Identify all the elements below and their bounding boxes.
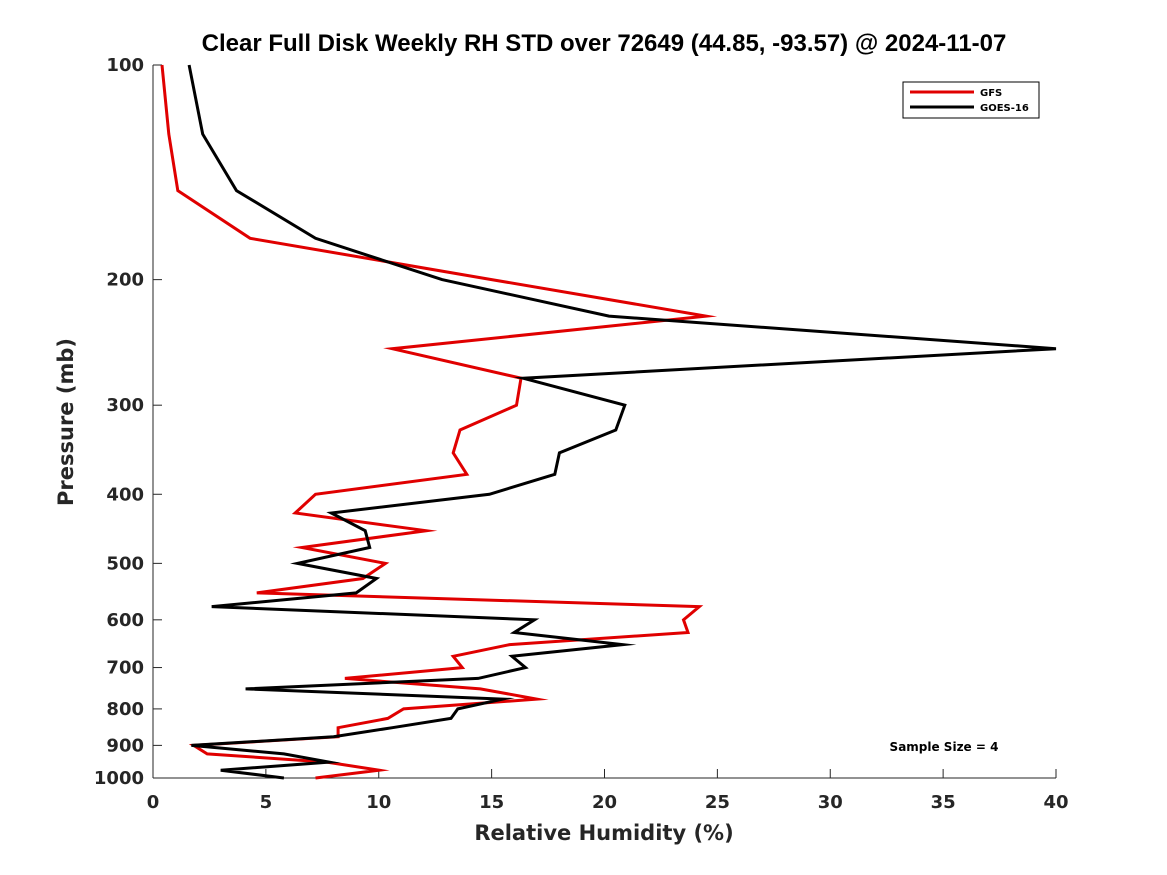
y-tick-label: 800 (106, 699, 144, 720)
legend-label-gfs: GFS (980, 88, 1002, 99)
chart-title: Clear Full Disk Weekly RH STD over 72649… (202, 30, 1007, 57)
y-tick-label: 500 (106, 553, 144, 574)
x-axis-label: Relative Humidity (%) (474, 821, 733, 845)
y-axis-label: Pressure (mb) (54, 338, 78, 506)
x-tick-label: 15 (479, 792, 504, 813)
sample-size-annotation: Sample Size = 4 (890, 740, 999, 754)
x-tick-label: 40 (1043, 792, 1068, 813)
y-tick-label: 600 (106, 610, 144, 631)
x-tick-label: 35 (931, 792, 956, 813)
plot-area: 0 5 10 15 20 25 30 35 40 100 200 300 400 500 600 700 800… (94, 55, 1069, 813)
x-tick-label: 25 (705, 792, 730, 813)
legend: GFS GOES-16 (902, 81, 1040, 119)
x-tick-label: 5 (260, 792, 273, 813)
legend-box (902, 81, 1040, 119)
x-tick-label: 30 (818, 792, 843, 813)
y-tick-label: 100 (106, 55, 144, 76)
x-tick-label: 0 (147, 792, 160, 813)
legend-label-goes16: GOES-16 (980, 103, 1029, 114)
series-line-goes16 (187, 64, 1057, 780)
y-tick-label: 300 (106, 395, 144, 416)
y-tick-label: 400 (106, 484, 144, 505)
y-tick-label: 1000 (94, 768, 144, 789)
x-tick-label: 20 (592, 792, 617, 813)
x-tick-label: 10 (366, 792, 391, 813)
y-tick-label: 700 (106, 658, 144, 679)
y-tick-label: 900 (106, 735, 144, 756)
series-line-gfs (160, 64, 718, 780)
y-tick-label: 200 (106, 270, 144, 291)
